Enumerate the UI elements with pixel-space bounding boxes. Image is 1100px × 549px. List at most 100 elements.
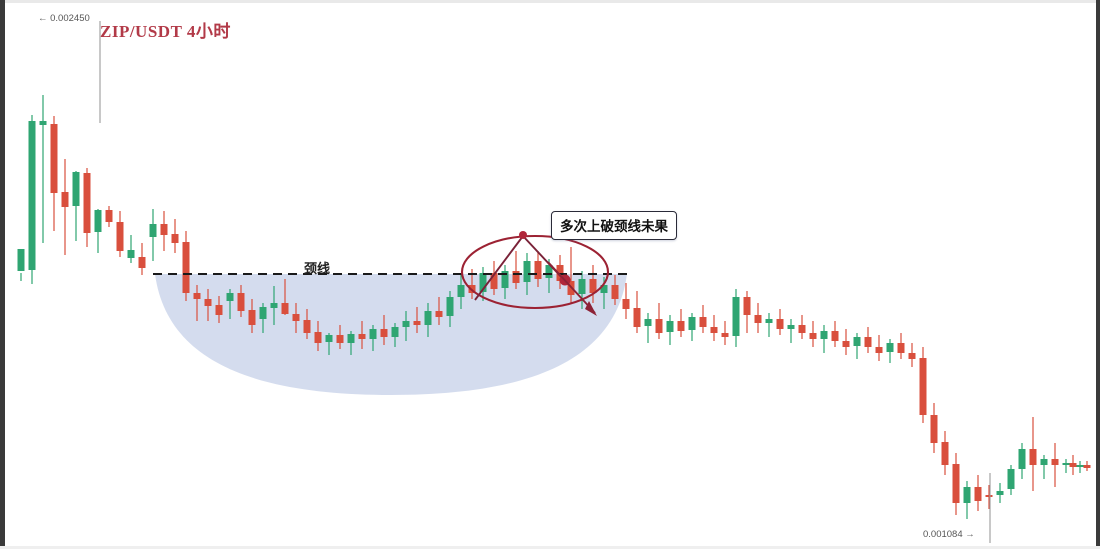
candle-body-down <box>589 279 597 293</box>
candle-body-down <box>611 285 619 299</box>
candle-body-up <box>1007 469 1015 489</box>
candle-body-up <box>17 249 25 271</box>
candle-body-up <box>1062 463 1070 465</box>
breakout-attempt-line-left <box>474 235 524 301</box>
candle-body-down <box>171 234 179 243</box>
candle-body-down <box>721 333 729 337</box>
candle-body-down <box>897 343 905 353</box>
candle-body-down <box>699 317 707 327</box>
candle-body-down <box>974 487 982 501</box>
candle-body-down <box>1051 459 1059 465</box>
candle-body-down <box>798 325 806 333</box>
candle-body-up <box>523 261 531 282</box>
candle-body-down <box>512 271 520 283</box>
right-border <box>1096 0 1100 549</box>
annotation-arrow-shaft <box>547 261 596 314</box>
candle-body-down <box>215 305 223 315</box>
candle-body-down <box>908 353 916 359</box>
candle-body-down <box>314 332 322 343</box>
candle-body-up <box>72 172 80 206</box>
candle-body-down <box>204 299 212 306</box>
candle-body-down <box>380 329 388 337</box>
candle-body-down <box>710 327 718 333</box>
candle-body-down <box>1069 463 1077 467</box>
candle-body-down <box>160 224 168 235</box>
candle-body-up <box>820 331 828 339</box>
candle-body-down <box>809 333 817 339</box>
candle-body-down <box>248 310 256 325</box>
candle-body-down <box>358 334 366 339</box>
left-border <box>0 0 5 549</box>
candle-body-down <box>677 321 685 331</box>
candle-body-up <box>479 273 487 292</box>
candle-body-up <box>787 325 795 329</box>
candle-body-up <box>402 321 410 327</box>
candle-body-up <box>886 343 894 352</box>
candle-body-up <box>1076 465 1084 467</box>
candle-body-up <box>732 297 740 336</box>
candle-body-up <box>369 329 377 339</box>
candle-body-up <box>1040 459 1048 465</box>
candle-body-down <box>985 495 993 497</box>
candle-body-down <box>754 315 762 323</box>
candlestick-plot-area: ZIP/USDT 4小时 ← 0.002450 0.001084 → 颈线 多次… <box>5 3 1096 546</box>
neckline-label: 颈线 <box>304 261 331 276</box>
candle-body-down <box>292 314 300 321</box>
candle-body-up <box>39 121 47 125</box>
candle-body-down <box>116 222 124 251</box>
candle-body-down <box>61 192 69 207</box>
candle-body-down <box>1083 465 1091 468</box>
candle-body-up <box>688 317 696 330</box>
candle-body-up <box>545 265 553 278</box>
candle-body-down <box>919 358 927 415</box>
candle-body-down <box>50 124 58 193</box>
candle-body-up <box>446 297 454 316</box>
candle-body-up <box>325 335 333 342</box>
candle-body-down <box>336 335 344 343</box>
candle-body-down <box>633 308 641 327</box>
candle-body-down <box>655 319 663 333</box>
candle-body-up <box>127 250 135 258</box>
candle-body-up <box>666 321 674 332</box>
candle-body-down <box>138 257 146 268</box>
candle-body-up <box>501 271 509 288</box>
bottom-border <box>0 546 1100 549</box>
candle-body-down <box>743 297 751 315</box>
candle-body-up <box>259 307 267 319</box>
candle-body-down <box>864 337 872 347</box>
candle-body-down <box>237 293 245 311</box>
failed-breakout-callout: 多次上破颈线未果 <box>551 211 677 240</box>
failed-breakout-ellipse <box>460 234 610 310</box>
top-border <box>0 0 1100 3</box>
candle-body-down <box>435 311 443 317</box>
candle-body-up <box>347 334 355 343</box>
candle-body-down <box>303 320 311 333</box>
candle-body-up <box>226 293 234 301</box>
candle-body-down <box>875 347 883 353</box>
candle-body-up <box>644 319 652 326</box>
candle-body-down <box>941 442 949 465</box>
annotation-layer <box>99 21 991 543</box>
candle-body-up <box>963 487 971 503</box>
candle-body-down <box>952 464 960 503</box>
candle-body-down <box>193 293 201 299</box>
candle-body-up <box>457 285 465 297</box>
candle-body-up <box>391 327 399 337</box>
candle-body-down <box>776 319 784 329</box>
candle-body-down <box>1029 449 1037 465</box>
chart-title: ZIP/USDT 4小时 <box>100 22 231 41</box>
candle-body-down <box>622 299 630 309</box>
candlestick-series <box>17 95 1091 519</box>
candle-body-up <box>765 319 773 323</box>
candle-body-down <box>413 321 421 325</box>
candle-body-down <box>842 341 850 347</box>
candle-body-up <box>424 311 432 325</box>
candle-body-down <box>182 242 190 293</box>
candle-body-down <box>281 303 289 314</box>
candle-body-up <box>853 337 861 346</box>
candle-body-down <box>534 261 542 279</box>
candle-body-down <box>105 210 113 222</box>
price-label-high: ← 0.002450 <box>38 13 90 24</box>
candle-body-up <box>149 224 157 237</box>
